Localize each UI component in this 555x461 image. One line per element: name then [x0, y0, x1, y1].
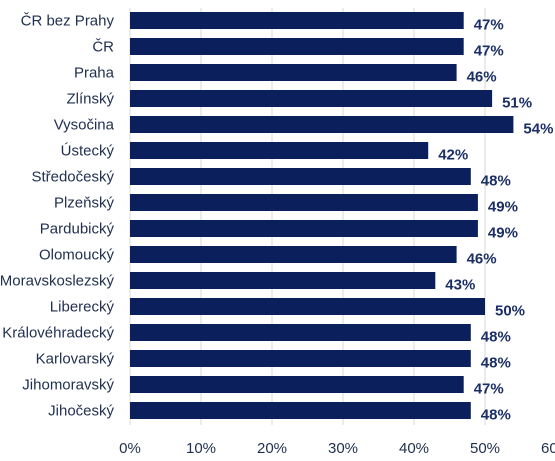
- value-label: 47%: [474, 17, 504, 34]
- value-label: 48%: [481, 355, 511, 372]
- category-label: Pardubický: [40, 221, 115, 238]
- value-label: 54%: [523, 121, 553, 138]
- category-label: Jihočeský: [48, 403, 114, 420]
- x-tick-label: 50%: [470, 440, 500, 457]
- category-label: Plzeňský: [54, 195, 115, 212]
- category-label: Praha: [74, 65, 115, 82]
- category-label: Středočeský: [31, 169, 114, 186]
- x-tick-label: 40%: [399, 440, 429, 457]
- value-label: 43%: [445, 277, 475, 294]
- x-tick-label: 60%: [541, 440, 555, 457]
- x-axis-ticks: 0% 10% 20% 30% 40% 50% 60%: [119, 440, 555, 457]
- value-label: 46%: [467, 251, 497, 268]
- value-labels: 47% 47% 46% 51% 54% 42% 48% 49% 49% 46% 43% 50% 48% 4…: [438, 17, 553, 424]
- bar: [130, 116, 514, 133]
- value-label: 47%: [474, 381, 504, 398]
- value-label: 49%: [488, 225, 518, 242]
- bar: [130, 402, 471, 419]
- category-labels: ČR bez Prahy ČR Praha Zlínský Vysočina Ústeck…: [0, 13, 115, 420]
- value-label: 48%: [481, 407, 511, 424]
- category-label: ČR bez Prahy: [21, 13, 115, 30]
- bar: [130, 324, 471, 341]
- category-label: ČR: [92, 39, 114, 56]
- x-tick-label: 10%: [186, 440, 216, 457]
- bar: [130, 376, 464, 393]
- bar: [130, 246, 457, 263]
- value-label: 47%: [474, 43, 504, 60]
- category-label: Královéhradecký: [2, 325, 114, 342]
- x-tick-label: 0%: [119, 440, 141, 457]
- bar: [130, 272, 436, 289]
- category-label: Moravskoslezský: [0, 273, 114, 290]
- value-label: 42%: [438, 147, 468, 164]
- bar: [130, 168, 471, 185]
- value-label: 48%: [481, 329, 511, 346]
- bar: [130, 194, 478, 211]
- bar: [130, 220, 478, 237]
- bar: [130, 298, 485, 315]
- category-label: Vysočina: [54, 117, 115, 134]
- bar: [130, 38, 464, 55]
- value-label: 51%: [502, 95, 532, 112]
- category-label: Zlínský: [66, 91, 114, 108]
- x-tick-label: 30%: [328, 440, 358, 457]
- value-label: 48%: [481, 173, 511, 190]
- bar: [130, 350, 471, 367]
- bar: [130, 64, 457, 81]
- category-label: Ústecký: [61, 143, 115, 160]
- bar: [130, 142, 429, 159]
- value-label: 49%: [488, 199, 518, 216]
- bar: [130, 90, 493, 107]
- category-label: Liberecký: [50, 299, 115, 316]
- category-label: Jihomoravský: [22, 377, 114, 394]
- category-label: Olomoucký: [39, 247, 115, 264]
- x-tick-label: 20%: [257, 440, 287, 457]
- value-label: 46%: [467, 69, 497, 86]
- category-label: Karlovarský: [36, 351, 115, 368]
- bar: [130, 12, 464, 29]
- value-label: 50%: [495, 303, 525, 320]
- bars: [130, 12, 514, 419]
